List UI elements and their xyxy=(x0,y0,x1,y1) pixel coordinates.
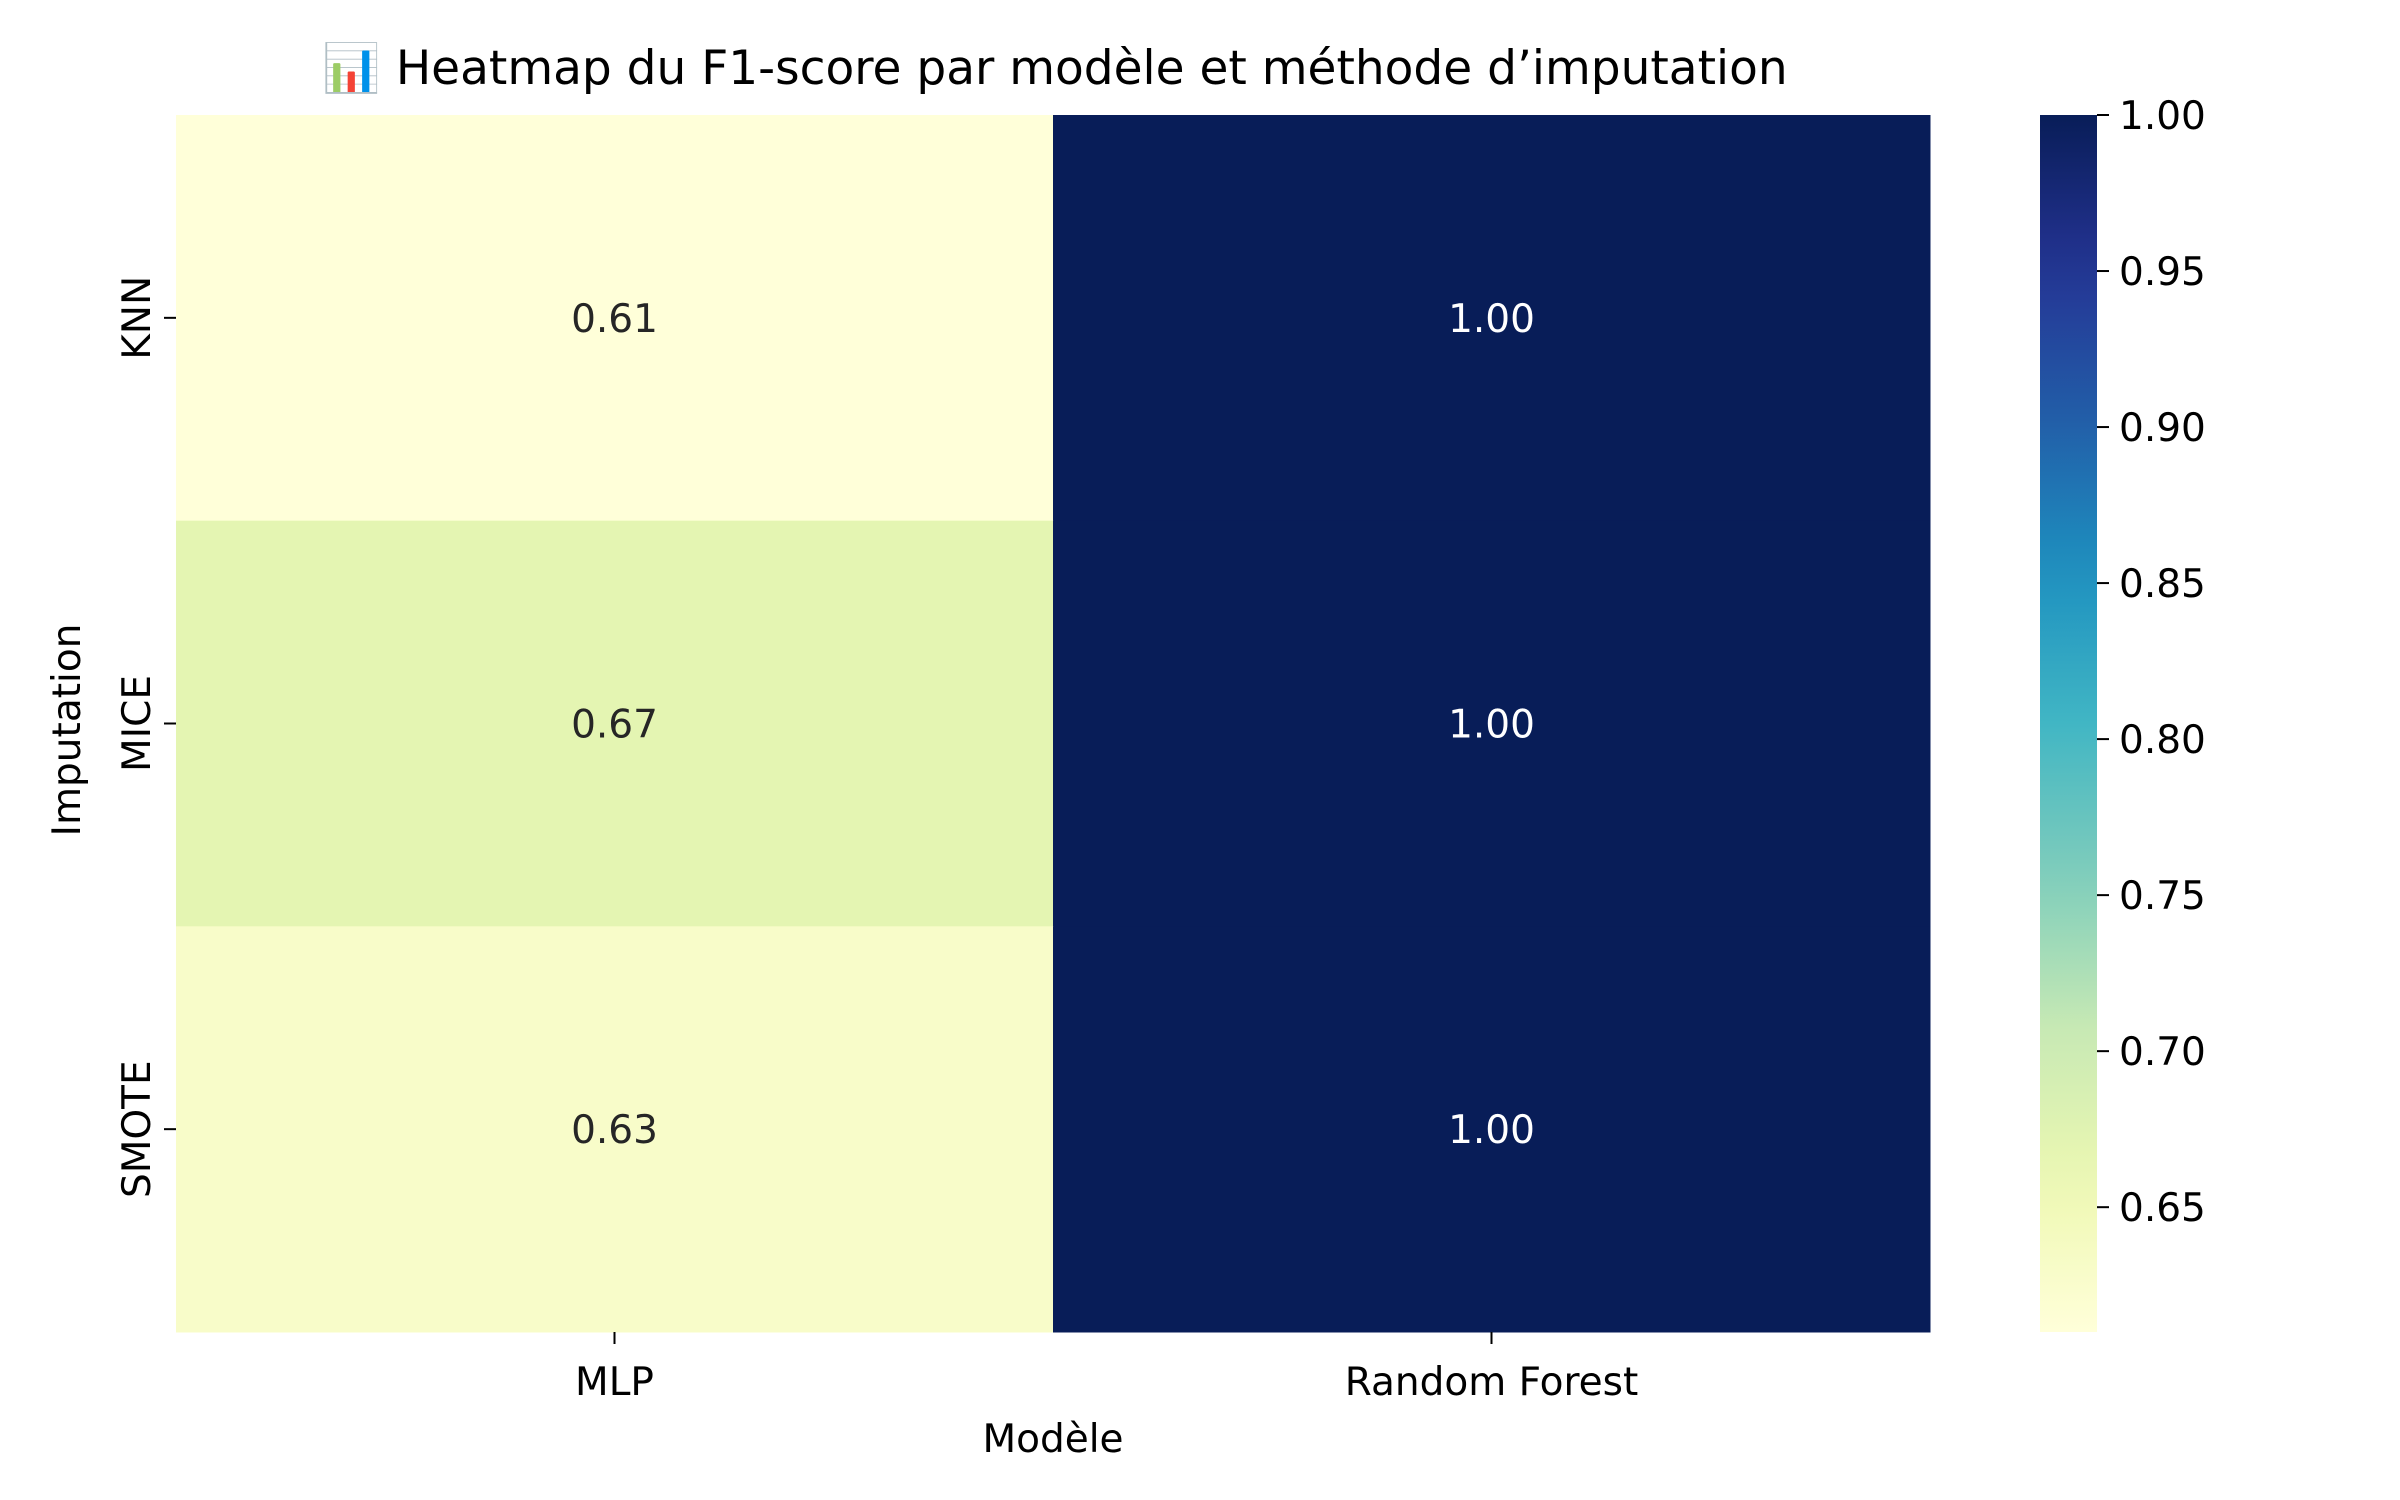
colorbar-tick-label: 0.75 xyxy=(2119,874,2206,919)
cell-value-label: 0.61 xyxy=(571,297,658,342)
colorbar-tick-label: 0.85 xyxy=(2119,562,2206,607)
cell-value-label: 1.00 xyxy=(1448,297,1535,342)
colorbar-tick-label: 0.80 xyxy=(2119,718,2206,763)
x-axis: MLP Random Forest xyxy=(575,1332,1638,1405)
x-tick-label: Random Forest xyxy=(1345,1360,1639,1405)
heatmap-cell xyxy=(176,926,1054,1333)
colorbar-tick-label: 1.00 xyxy=(2119,94,2206,139)
heatmap-cell xyxy=(1053,520,1931,927)
y-tick-label: KNN xyxy=(115,276,160,360)
colorbar xyxy=(2040,115,2097,1332)
heatmap-cell xyxy=(176,115,1054,522)
y-axis: KNN MICE SMOTE xyxy=(115,276,176,1198)
x-axis-label: Modèle xyxy=(982,1417,1123,1462)
heatmap-cell xyxy=(1053,115,1931,522)
x-tick-label: MLP xyxy=(575,1360,654,1405)
y-tick-label: SMOTE xyxy=(115,1060,160,1198)
cell-value-label: 0.63 xyxy=(571,1108,658,1153)
colorbar-tick-label: 0.95 xyxy=(2119,250,2206,295)
heatmap-cell-labels: 0.61 1.00 0.67 1.00 0.63 1.00 xyxy=(571,297,1535,1153)
heatmap-cells xyxy=(176,115,1931,1333)
cell-value-label: 0.67 xyxy=(571,703,658,748)
colorbar-tick-label: 0.90 xyxy=(2119,406,2206,451)
y-axis-label: Imputation xyxy=(45,624,90,837)
colorbar-ticks: 0.65 0.70 0.75 0.80 0.85 0.90 0.95 1.00 xyxy=(2097,94,2206,1231)
chart-title: 📊 Heatmap du F1-score par modèle et méth… xyxy=(322,41,1787,96)
cell-value-label: 1.00 xyxy=(1448,1108,1535,1153)
y-tick-label: MICE xyxy=(115,675,160,772)
heatmap-cell xyxy=(1053,926,1931,1333)
cell-value-label: 1.00 xyxy=(1448,703,1535,748)
colorbar-tick-label: 0.70 xyxy=(2119,1030,2206,1075)
heatmap-cell xyxy=(176,520,1054,927)
colorbar-tick-label: 0.65 xyxy=(2119,1186,2206,1231)
